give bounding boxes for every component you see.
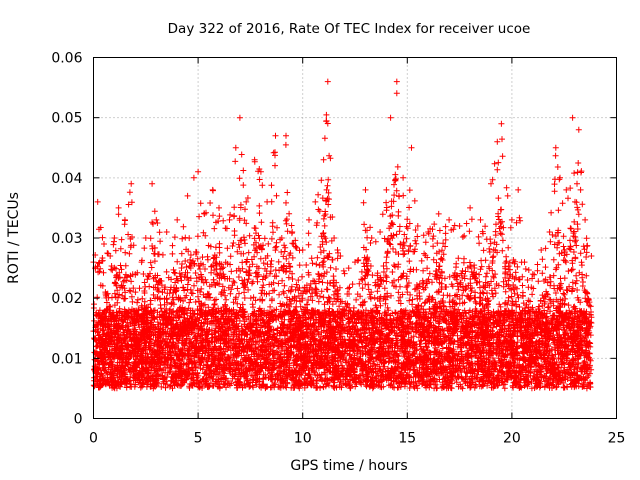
y-tick-label: 0 [74,412,83,428]
y-axis-label: ROTI / TECUs [6,192,22,284]
y-tick-labels: 0 0.01 0.02 0.03 0.04 0.05 0.06 [51,51,82,428]
y-tick-label: 0.05 [51,111,82,127]
x-tick-label: 25 [608,431,626,447]
y-tick-label: 0.01 [51,351,82,367]
y-tick-label: 0.06 [51,51,82,67]
ticks-layer [93,57,617,419]
y-tick-label: 0.03 [51,231,82,247]
scatter-points [90,78,595,392]
x-tick-label: 5 [194,431,203,447]
x-tick-label: 10 [294,431,312,447]
points-layer [90,78,595,392]
y-tick-label: 0.04 [51,171,82,187]
x-tick-labels: 0 5 10 15 20 25 [89,431,625,447]
y-tick-label: 0.02 [51,291,82,307]
x-tick-label: 0 [89,431,98,447]
x-tick-label: 20 [503,431,521,447]
x-axis-label: GPS time / hours [290,458,407,474]
x-tick-label: 15 [398,431,416,447]
chart-title: Day 322 of 2016, Rate Of TEC Index for r… [168,21,531,37]
